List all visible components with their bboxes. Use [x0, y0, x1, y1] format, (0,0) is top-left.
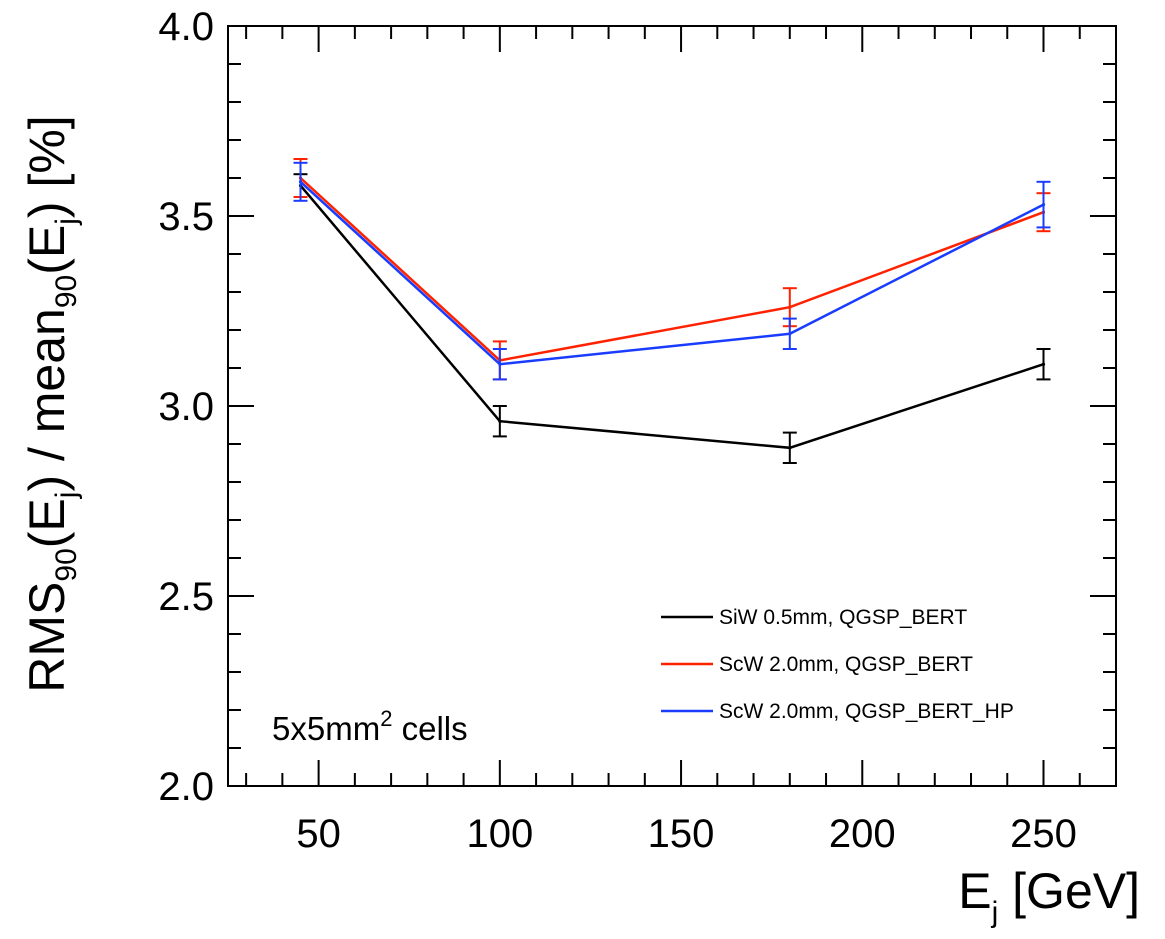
x-tick-label: 100: [466, 812, 533, 856]
annotation-sup: 2: [380, 706, 392, 731]
x-axis-title-rest: [GeV]: [998, 863, 1140, 919]
series-1: [293, 173, 1051, 464]
series-layer: [293, 158, 1051, 464]
legend-item: SiW 0.5mm, QGSP_BERT: [661, 606, 967, 629]
data-point: [498, 362, 502, 366]
legend: SiW 0.5mm, QGSP_BERT ScW 2.0mm, QGSP_BERT…: [661, 606, 1014, 723]
data-point: [298, 180, 303, 184]
y-tick-label: 3.0: [158, 385, 214, 429]
y-tick-labels: 2.0 2.5 3.0 3.5 4.0: [158, 5, 214, 809]
data-point: [1041, 362, 1046, 366]
legend-label: SiW 0.5mm, QGSP_BERT: [719, 606, 967, 629]
y-tick-label: 4.0: [158, 5, 214, 49]
x-tick-labels: 50 100 150 200 250: [296, 812, 1077, 856]
y-tick-label: 2.0: [158, 765, 214, 809]
annotation-cells: 5x5mm2 cells: [272, 706, 468, 747]
data-point: [788, 332, 792, 336]
x-axis-title: Ej [GeV]: [958, 863, 1140, 929]
series-line: [299, 177, 1044, 362]
data-point: [1041, 203, 1046, 207]
x-tick-label: 250: [1010, 812, 1077, 856]
data-point: [788, 305, 792, 309]
series-3: [293, 161, 1051, 381]
x-axis-title-main: E: [958, 863, 991, 919]
series-line: [299, 184, 1044, 450]
x-tick-label: 200: [829, 812, 896, 856]
x-tick-label: 50: [296, 812, 341, 856]
plot-frame: [227, 25, 1117, 787]
legend-item: ScW 2.0mm, QGSP_BERT_HP: [661, 700, 1014, 723]
series-line: [299, 180, 1045, 366]
x-tick-label: 150: [648, 812, 715, 856]
y-axis-title: RMS90(Ej) / mean90(Ej) [%]: [19, 115, 83, 692]
y-tick-label: 3.5: [158, 195, 214, 239]
legend-label: ScW 2.0mm, QGSP_BERT_HP: [719, 700, 1014, 723]
x-axis-title-sub: j: [991, 896, 999, 929]
annotation-main: 5x5mm: [272, 710, 380, 747]
legend-label: ScW 2.0mm, QGSP_BERT: [719, 653, 973, 676]
annotation-rest: cells: [392, 710, 467, 747]
y-tick-label: 2.5: [158, 575, 214, 619]
axis-ticks: [228, 25, 1117, 787]
data-point: [788, 446, 792, 450]
data-point: [498, 419, 502, 423]
legend-item: ScW 2.0mm, QGSP_BERT: [661, 653, 973, 676]
